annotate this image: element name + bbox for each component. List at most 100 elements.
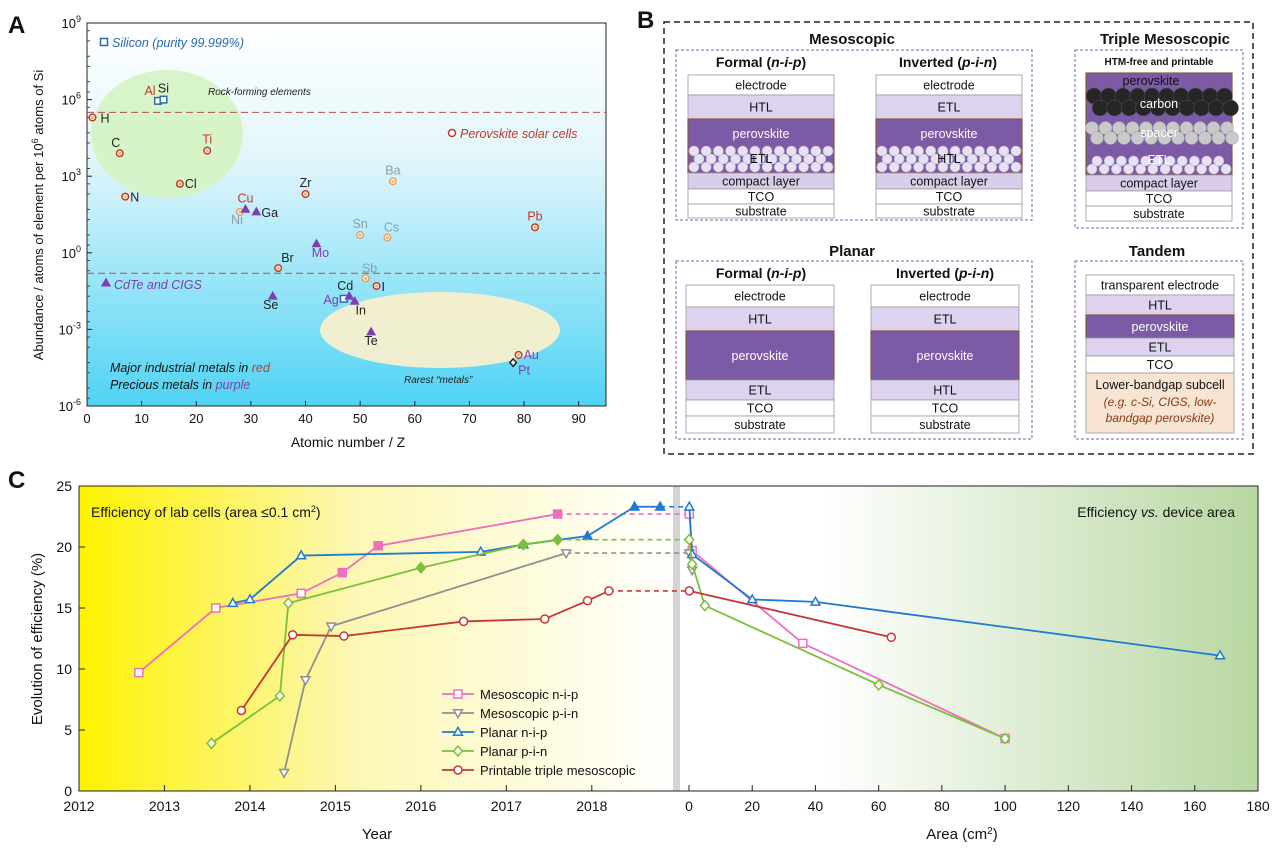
label-n: N [130, 191, 139, 205]
mesoscopic-group-box [675, 49, 1033, 221]
label-cd: Cd [337, 279, 353, 293]
tandem-note-line2: bandgap perovskite) [1106, 411, 1215, 425]
label-pb: Pb [527, 209, 542, 223]
point-core-ba [391, 179, 395, 183]
note-precious: Precious metals in purple [110, 378, 250, 392]
panel-c-left-bg [79, 486, 680, 791]
series-0-area-point [798, 638, 808, 649]
tandem-etl-label: ETL [1149, 341, 1172, 355]
meso-formal-perovskite-label: perovskite [733, 127, 790, 141]
planar-formal-transport-top [685, 306, 835, 332]
a-xtick-label: 30 [244, 411, 258, 426]
planar-inverted-perovskite-label: perovskite [917, 349, 974, 363]
series-2-point [654, 500, 666, 511]
point-core-h [90, 115, 95, 120]
series-3-area-point [699, 599, 711, 612]
series-4-point [582, 595, 593, 606]
meso-formal-meso-particle [761, 161, 773, 173]
carbon-particle [1193, 99, 1210, 117]
meso-inverted-meso-particle [949, 161, 961, 173]
planar-formal-transport-top-label: HTL [748, 313, 772, 327]
triple-etl-particle [1159, 163, 1171, 175]
meso-formal-meso-particle [803, 153, 814, 165]
meso-formal-meso-particle [766, 153, 778, 165]
planar-inverted-title: Inverted (p-i-n) [896, 265, 994, 281]
planar-inverted-substrate [870, 415, 1020, 434]
carbon-particle [1106, 99, 1123, 117]
label-ni: Ni [231, 213, 243, 227]
tandem-perovskite-label: perovskite [1132, 320, 1189, 334]
series-0-point [373, 541, 383, 551]
triple-etl-particle [1086, 163, 1098, 175]
c-ytick-label: 0 [64, 783, 72, 799]
meso-formal-meso-particle [773, 145, 785, 157]
label-te: Te [364, 334, 377, 348]
point-core-cl [178, 182, 182, 186]
point-mo [311, 238, 322, 248]
panel-c-xlabel-area: Area (cm2) [926, 826, 997, 843]
label-cl: Cl [185, 177, 197, 191]
meso-inverted-meso-particle [937, 145, 949, 157]
planar-inverted-tco-label: TCO [932, 402, 959, 416]
meso-inverted-tco-label: TCO [936, 190, 963, 204]
label-ag: Ag [323, 293, 338, 307]
panel-c-legend: Mesoscopic n-i-p Mesoscopic p-i-n Planar n… [442, 687, 636, 778]
planar-formal-perovskite [685, 330, 835, 381]
point-cd [344, 290, 355, 300]
label-c: C [111, 136, 120, 150]
c-area-tick-label: 80 [934, 798, 950, 814]
triple-etl-particle [1213, 155, 1225, 167]
triple-etl-particle [1189, 155, 1200, 167]
meso-inverted-meso-particle [961, 145, 973, 157]
series-line-left-3 [210, 538, 558, 745]
meso-inverted-meso-particle [1003, 153, 1015, 165]
carbon-particle [1222, 99, 1239, 117]
point-cu [240, 204, 251, 213]
c-ytick-label: 15 [56, 600, 72, 616]
series-2-point [295, 549, 307, 560]
legend-label-cdte: CdTe and CIGS [114, 278, 202, 292]
panel-letter-c: C [8, 467, 25, 494]
legend-marker-0 [453, 689, 463, 699]
label-h: H [100, 111, 109, 125]
a-ytick-label: 10-3 [59, 320, 81, 337]
tandem-tco-label: TCO [1147, 358, 1174, 372]
triple-etl-particle [1128, 155, 1139, 167]
triple-etl-particle [1135, 163, 1147, 175]
legend-marker-cdte [100, 277, 112, 287]
carbon-particle [1178, 99, 1196, 117]
meso-formal-meso-particle [725, 145, 736, 157]
triple-carbon-label: carbon [1140, 97, 1178, 111]
c-area-tick-label: 100 [993, 798, 1017, 814]
meso-inverted-meso-particle [888, 145, 900, 157]
meso-inverted-meso-particle [937, 161, 949, 173]
a-xtick-label: 10 [134, 411, 148, 426]
meso-inverted-meso-particle [913, 161, 924, 173]
a-ytick-label: 109 [62, 14, 81, 31]
meso-inverted-meso-particle [925, 161, 937, 173]
meso-inverted-transport-bottom-label: HTL [937, 152, 961, 166]
spacer-particle [1198, 131, 1212, 145]
spacer-particle [1184, 131, 1199, 145]
spacer-particle [1103, 131, 1118, 145]
spacer-particle [1225, 131, 1239, 145]
triple-etl-particle [1123, 163, 1134, 175]
point-core-au [516, 353, 521, 357]
meso-formal-meso-particle [693, 153, 705, 165]
point-te [366, 326, 376, 336]
triple-etl-particle [1201, 155, 1212, 167]
label-cu: Cu [237, 191, 253, 205]
meso-formal-meso-particle [742, 153, 754, 165]
meso-inverted-meso-particle [986, 161, 997, 173]
legend-marker-silicon [99, 37, 109, 47]
spacer-particle [1157, 131, 1172, 145]
meso-inverted-meso-particle [901, 145, 912, 157]
triple-etl-particle [1171, 163, 1183, 175]
label-sn: Sn [353, 217, 368, 231]
triple-etl-particle [1116, 155, 1127, 167]
meso-inverted-transport-top [875, 94, 1023, 120]
tandem-subcell [1085, 372, 1235, 434]
tandem-htl-label: HTL [1148, 299, 1172, 313]
series-2-point [628, 500, 641, 511]
c-year-tick-label: 2018 [576, 798, 607, 814]
